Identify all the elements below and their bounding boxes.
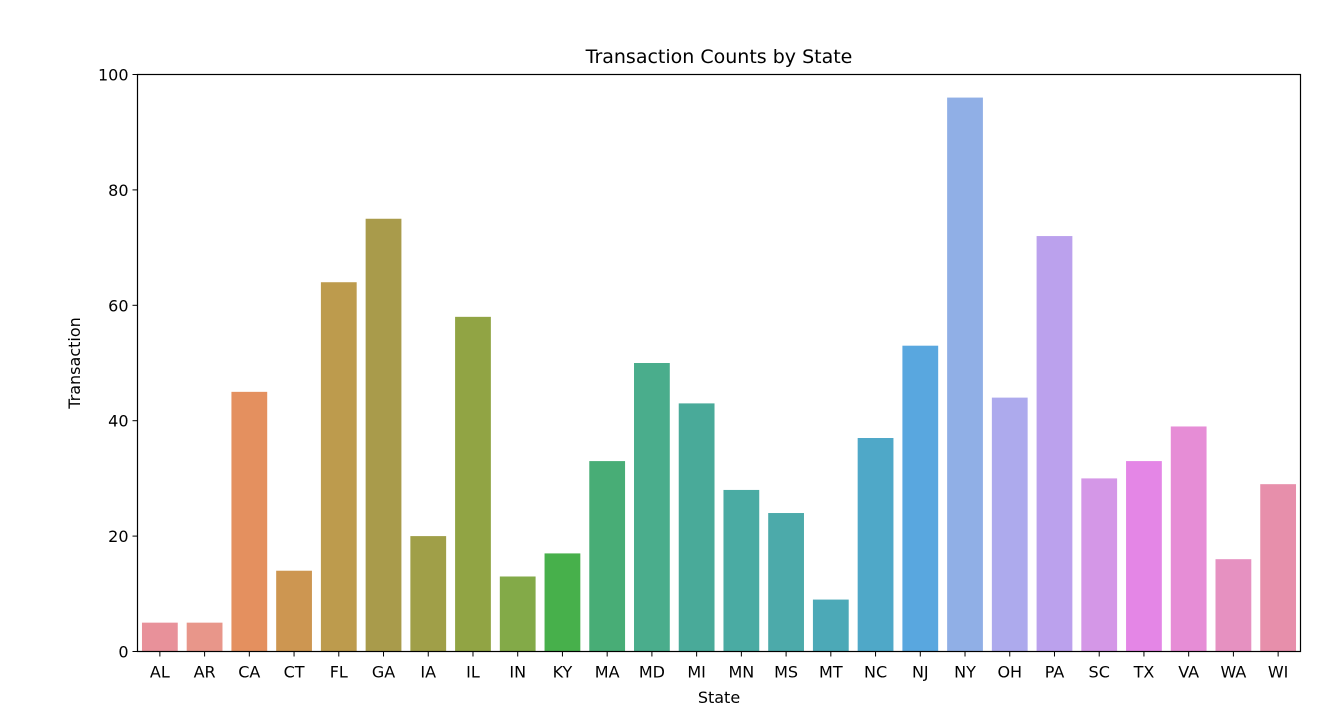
x-tick-label: NJ xyxy=(912,663,929,682)
x-tick-label: KY xyxy=(553,663,573,682)
x-tick-label: MS xyxy=(774,663,798,682)
bar-oh xyxy=(991,397,1028,652)
x-tick-label: MI xyxy=(687,663,706,682)
y-axis-title: Transaction xyxy=(65,317,84,410)
y-axis-ticks: 0 20 40 60 80 100 xyxy=(98,66,138,662)
bar-ny xyxy=(947,97,983,652)
bar-al xyxy=(141,622,178,652)
bar-in xyxy=(499,576,536,652)
plot-frame xyxy=(136,73,1302,653)
bar-ms xyxy=(768,513,804,652)
x-axis-ticks: AL AR CA CT FL GA IA IL IN KY MA MD MI MN MS MT NC NJ NY OH… xyxy=(150,651,1289,682)
y-tick-label: 0 xyxy=(118,643,128,662)
bar-pa xyxy=(1036,236,1073,652)
x-tick-label: NY xyxy=(954,663,976,682)
x-tick-label: GA xyxy=(372,663,395,682)
bar-ar xyxy=(186,622,223,652)
x-tick-label: MA xyxy=(595,663,620,682)
x-tick-label: MT xyxy=(819,663,843,682)
bar-va xyxy=(1170,426,1207,652)
bar-md xyxy=(634,363,670,652)
x-tick-label: MD xyxy=(639,663,665,682)
bar-tx xyxy=(1126,461,1162,652)
bar-il xyxy=(455,316,491,652)
x-axis-title: State xyxy=(698,688,740,707)
x-tick-label: VA xyxy=(1178,663,1199,682)
bar-wa xyxy=(1215,559,1252,652)
bar-ia xyxy=(410,536,447,652)
bar-nj xyxy=(902,345,939,652)
x-tick-label: AR xyxy=(194,663,216,682)
x-tick-label: WI xyxy=(1268,663,1289,682)
bar-mn xyxy=(723,489,760,652)
bar-mi xyxy=(678,403,715,652)
bar-nc xyxy=(857,438,894,652)
x-tick-label: CT xyxy=(284,663,305,682)
bar-ct xyxy=(276,570,312,652)
y-tick-label: 80 xyxy=(108,181,128,200)
x-tick-label: NC xyxy=(864,663,887,682)
bar-wi xyxy=(1260,484,1297,652)
x-tick-label: IN xyxy=(509,663,526,682)
x-tick-label: CA xyxy=(238,663,260,682)
x-tick-label: TX xyxy=(1133,663,1155,682)
y-tick-label: 60 xyxy=(108,296,128,315)
y-tick-label: 40 xyxy=(108,412,128,431)
x-tick-label: PA xyxy=(1045,663,1065,682)
bar-ca xyxy=(231,391,268,652)
bars-group xyxy=(141,97,1297,652)
bar-mt xyxy=(812,599,849,652)
x-tick-label: IL xyxy=(466,663,480,682)
bar-ky xyxy=(544,553,581,652)
bar-fl xyxy=(320,282,357,652)
y-tick-label: 100 xyxy=(98,66,129,85)
x-tick-label: MN xyxy=(728,663,754,682)
chart-title: Transaction Counts by State xyxy=(585,46,853,68)
x-tick-label: IA xyxy=(420,663,436,682)
x-tick-label: OH xyxy=(997,663,1022,682)
bar-sc xyxy=(1081,478,1118,652)
x-tick-label: AL xyxy=(150,663,170,682)
y-tick-label: 20 xyxy=(108,527,128,546)
bar-ma xyxy=(589,461,626,652)
x-tick-label: WA xyxy=(1220,663,1246,682)
x-tick-label: SC xyxy=(1089,663,1110,682)
bar-ga xyxy=(365,218,402,652)
x-tick-label: FL xyxy=(330,663,348,682)
